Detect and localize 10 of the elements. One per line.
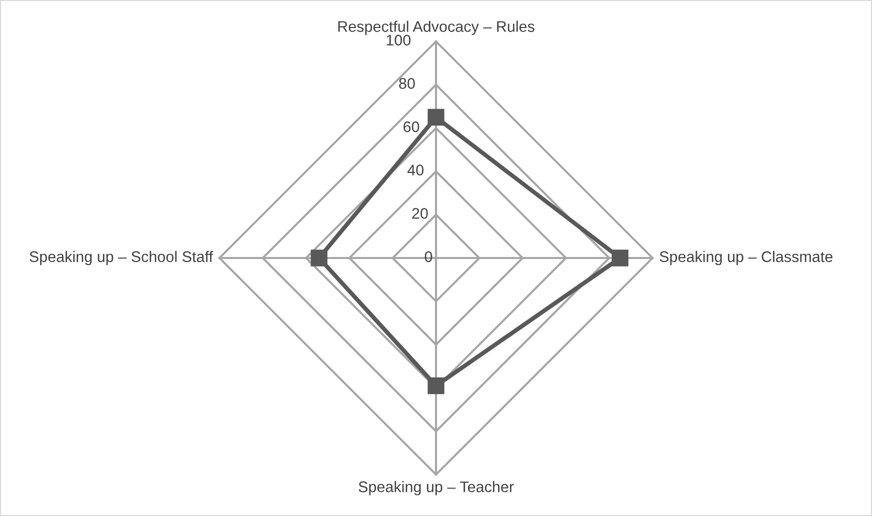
y-tick-label: 100	[386, 34, 411, 46]
spoke-label: Respectful Advocacy – Rules	[338, 20, 534, 35]
y-tick-label: 0	[424, 251, 432, 262]
spoke-label: Speaking up – School Staff	[30, 250, 213, 266]
y-tick-label: 60	[404, 121, 420, 132]
spoke-label: Speaking up – Teacher	[358, 481, 514, 496]
y-tick-label: 20	[412, 208, 428, 219]
spoke-label: Speaking up – Classmate	[660, 250, 832, 266]
y-tick-label: 40	[407, 164, 424, 176]
y-tick-label: 80	[399, 78, 415, 89]
